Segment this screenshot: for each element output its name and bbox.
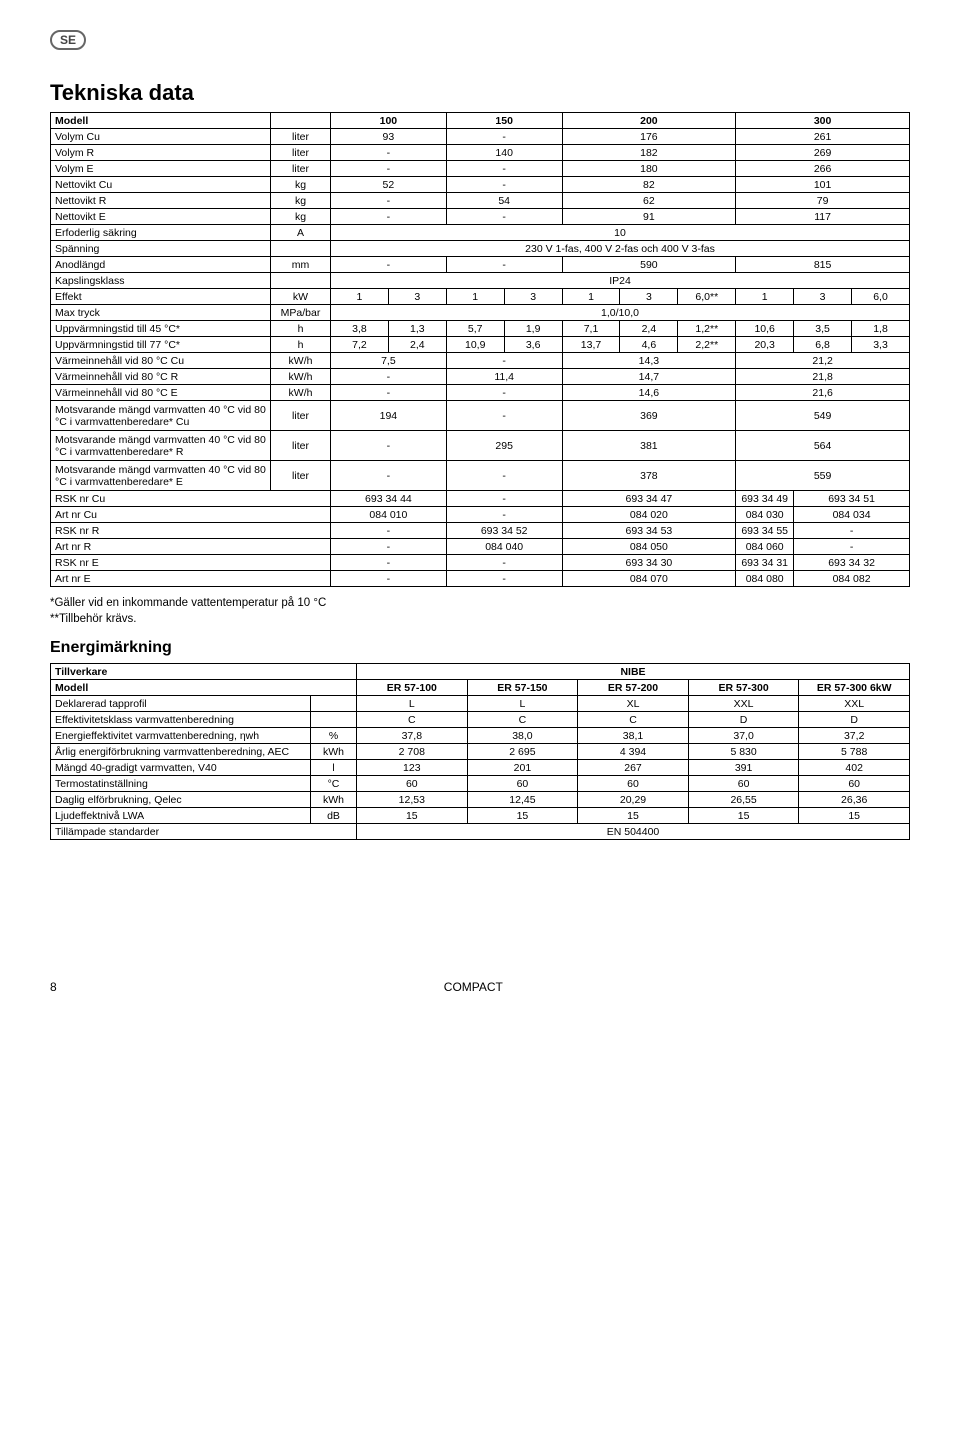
page-footer: 8 COMPACT [0, 980, 960, 1014]
note-2: **Tillbehör krävs. [50, 613, 910, 625]
tech-data-table: Modell100150200300Volym Culiter93-176261… [50, 112, 910, 587]
note-1: *Gäller vid en inkommande vattentemperat… [50, 597, 910, 609]
energy-table: TillverkareNIBEModellER 57-100ER 57-150E… [50, 663, 910, 840]
footer-center-text: COMPACT [57, 980, 890, 994]
energy-title: Energimärkning [50, 639, 910, 657]
page-title: Tekniska data [50, 80, 910, 106]
country-badge: SE [50, 30, 86, 50]
footer-page-number: 8 [50, 980, 57, 994]
